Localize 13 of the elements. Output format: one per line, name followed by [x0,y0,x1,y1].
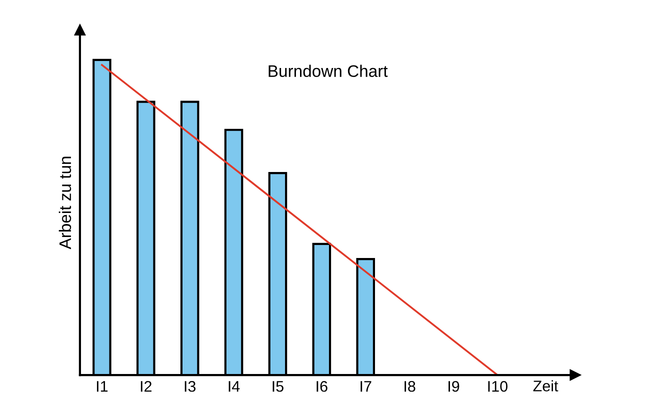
x-tick-label: I1 [96,381,108,392]
x-tick-label: I6 [316,380,328,392]
chart-title: Burndown Chart [268,64,388,78]
x-tick-label: I3 [184,380,196,392]
x-tick-label: I7 [360,381,372,392]
x-tick-label: I4 [228,381,240,392]
y-axis-title: Arbeit zu tun [58,156,72,250]
x-tick-label: I9 [448,380,460,392]
x-tick-label: I2 [140,380,152,392]
x-axis-title: Zeit [533,380,558,392]
x-tick-label: I8 [404,380,416,392]
x-tick-label: I10 [488,380,508,392]
x-tick-label: I5 [272,381,284,392]
